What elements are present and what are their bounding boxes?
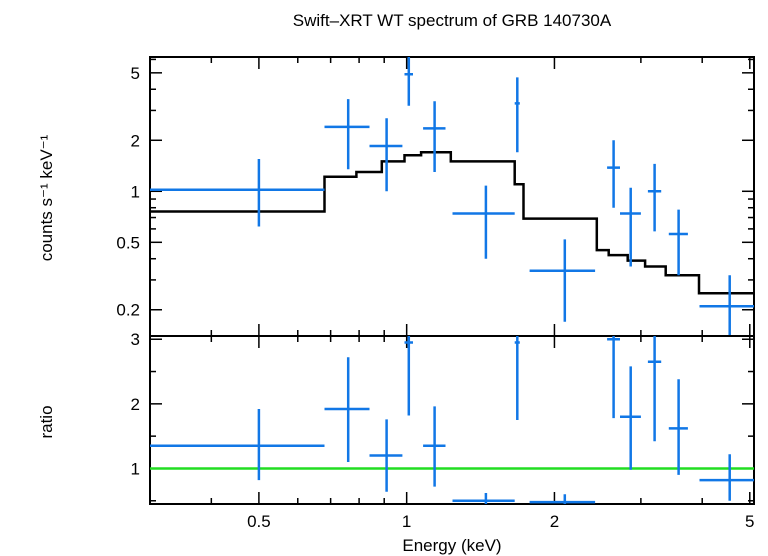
spectrum-plot-frame (149, 56, 755, 337)
ratio-data-point (699, 454, 754, 501)
upper-y-axis-label: counts s⁻¹ keV⁻¹ (37, 134, 56, 261)
model-curve (150, 150, 754, 295)
spectrum-data-point (150, 159, 325, 227)
spectrum-data-point (404, 57, 413, 106)
ratio-data-point (529, 494, 596, 504)
ratio-data-point (150, 409, 325, 481)
ratio-data-point (620, 366, 641, 470)
upper-spectrum-panel: 0.2 0.5 1 2 5 (116, 56, 755, 337)
spectrum-y-tick-label: 2 (131, 131, 140, 150)
spectrum-data-point (452, 185, 515, 259)
spectrum-data-point (647, 163, 662, 232)
ratio-data-point (423, 406, 446, 487)
x-tick-label: 5 (745, 512, 754, 531)
ratio-data-point (369, 419, 403, 492)
spectrum-data-point (668, 209, 688, 276)
ratio-data-point (324, 357, 370, 462)
ratio-data-point (514, 336, 520, 420)
spectrum-data-point (607, 140, 620, 208)
spectrum-y-tick-label: 5 (131, 64, 140, 83)
spectrum-data-point (369, 118, 403, 192)
spectrum-data-point (699, 275, 754, 336)
spectrum-y-tick-label: 0.2 (116, 301, 140, 320)
ratio-data-point (452, 493, 515, 504)
lower-y-axis-label: ratio (37, 405, 56, 438)
x-tick-label: 1 (402, 512, 411, 531)
spectrum-y-tick-label: 0.5 (116, 233, 140, 252)
ratio-data-point (404, 336, 413, 416)
chart-title: Swift–XRT WT spectrum of GRB 140730A (293, 11, 612, 30)
x-tick-label: 0.5 (247, 512, 271, 531)
spectrum-data-point (529, 239, 596, 322)
ratio-y-tick-label: 2 (131, 395, 140, 414)
ratio-data-point (607, 336, 620, 419)
ratio-y-tick-label: 3 (131, 330, 140, 349)
spectrum-data-point (620, 187, 641, 267)
lower-ratio-panel: 1 2 3 0.5 1 2 5 (131, 330, 755, 531)
spectrum-data-point (423, 101, 446, 172)
x-tick-label: 2 (550, 512, 559, 531)
spectrum-data-point (324, 99, 370, 170)
ratio-y-tick-label: 1 (131, 459, 140, 478)
ratio-data-point (668, 379, 688, 475)
x-axis-label: Energy (keV) (402, 536, 501, 555)
ratio-data-point (647, 336, 662, 442)
spectrum-y-tick-label: 1 (131, 182, 140, 201)
spectrum-data-point (514, 77, 520, 153)
ratio-plot-frame (149, 335, 755, 505)
